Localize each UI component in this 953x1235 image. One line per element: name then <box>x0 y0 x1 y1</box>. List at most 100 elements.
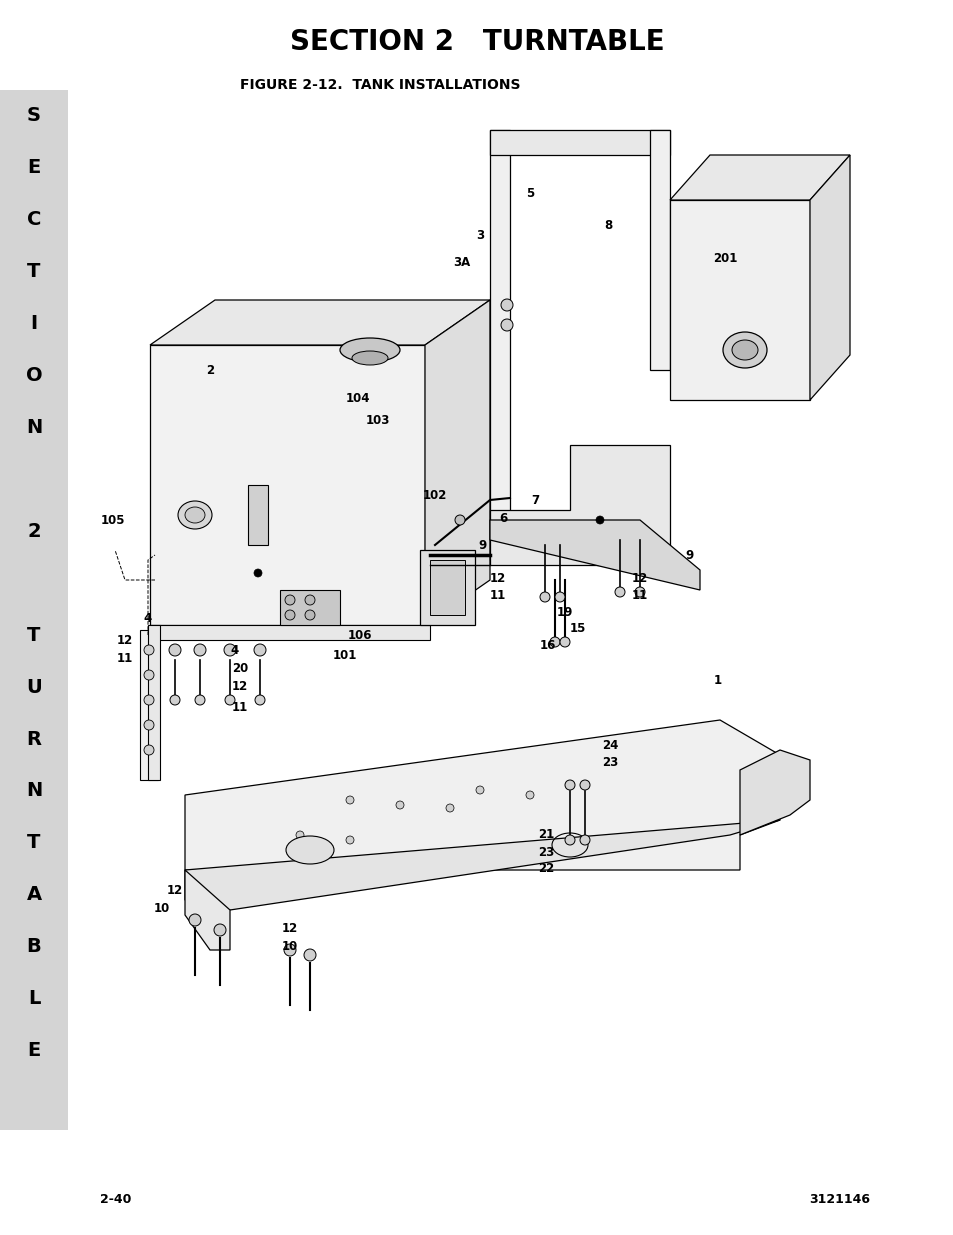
Text: 12: 12 <box>281 921 297 935</box>
Text: E: E <box>28 1041 41 1061</box>
Polygon shape <box>148 625 160 781</box>
Ellipse shape <box>722 332 766 368</box>
Polygon shape <box>490 445 669 564</box>
Text: 9: 9 <box>685 548 694 562</box>
Circle shape <box>555 592 564 601</box>
Text: E: E <box>28 158 41 177</box>
Text: S: S <box>27 105 41 125</box>
Text: 23: 23 <box>537 846 554 858</box>
Text: 10: 10 <box>281 941 297 953</box>
Polygon shape <box>430 559 464 615</box>
Circle shape <box>596 516 603 524</box>
Circle shape <box>559 637 569 647</box>
Text: T: T <box>28 625 41 645</box>
Circle shape <box>144 671 153 680</box>
Text: 12: 12 <box>631 572 647 584</box>
Circle shape <box>500 299 513 311</box>
Polygon shape <box>280 590 339 625</box>
Circle shape <box>446 804 454 811</box>
Polygon shape <box>185 720 780 869</box>
Text: 8: 8 <box>603 219 612 231</box>
Polygon shape <box>490 130 669 156</box>
Text: 2: 2 <box>27 521 41 541</box>
Text: 103: 103 <box>365 414 390 426</box>
Ellipse shape <box>352 351 388 366</box>
Circle shape <box>550 637 559 647</box>
Text: T: T <box>28 262 41 280</box>
Circle shape <box>564 781 575 790</box>
Text: 15: 15 <box>569 621 585 635</box>
Text: T: T <box>28 834 41 852</box>
Text: 11: 11 <box>489 589 506 601</box>
Text: 104: 104 <box>345 391 370 405</box>
Circle shape <box>213 924 226 936</box>
Circle shape <box>525 790 534 799</box>
Text: 20: 20 <box>232 662 248 674</box>
Text: C: C <box>27 210 41 228</box>
Circle shape <box>346 836 354 844</box>
Ellipse shape <box>185 508 205 522</box>
Bar <box>0 90 68 1130</box>
Text: SECTION 2   TURNTABLE: SECTION 2 TURNTABLE <box>290 28 663 56</box>
Circle shape <box>579 835 589 845</box>
Text: 11: 11 <box>631 589 647 601</box>
Polygon shape <box>669 156 849 200</box>
Text: 3121146: 3121146 <box>808 1193 869 1207</box>
Polygon shape <box>185 869 230 950</box>
Circle shape <box>395 802 403 809</box>
Text: U: U <box>26 678 42 697</box>
Text: 21: 21 <box>537 829 554 841</box>
Text: 16: 16 <box>539 638 556 652</box>
Circle shape <box>304 948 315 961</box>
Circle shape <box>295 831 304 839</box>
Text: 23: 23 <box>601 756 618 768</box>
Circle shape <box>635 587 644 597</box>
Polygon shape <box>140 630 158 781</box>
Circle shape <box>346 797 354 804</box>
Text: N: N <box>26 417 42 436</box>
Polygon shape <box>490 130 510 559</box>
Circle shape <box>144 645 153 655</box>
Text: 10: 10 <box>153 902 170 914</box>
Polygon shape <box>809 156 849 400</box>
Circle shape <box>455 515 464 525</box>
Circle shape <box>285 595 294 605</box>
Text: 105: 105 <box>101 514 125 526</box>
Polygon shape <box>248 485 268 545</box>
Circle shape <box>253 643 266 656</box>
Polygon shape <box>740 750 809 835</box>
Polygon shape <box>649 130 669 370</box>
Circle shape <box>194 695 205 705</box>
Circle shape <box>144 745 153 755</box>
Text: 4: 4 <box>231 643 239 657</box>
Text: O: O <box>26 366 42 384</box>
Text: 9: 9 <box>478 538 487 552</box>
Text: 11: 11 <box>232 700 248 714</box>
Circle shape <box>144 720 153 730</box>
Circle shape <box>539 592 550 601</box>
Circle shape <box>285 610 294 620</box>
Text: L: L <box>28 989 40 1009</box>
Polygon shape <box>150 300 490 345</box>
Text: R: R <box>27 730 42 748</box>
Text: 201: 201 <box>712 252 737 264</box>
Ellipse shape <box>286 836 334 864</box>
Ellipse shape <box>731 340 758 359</box>
Text: 6: 6 <box>498 511 507 525</box>
Text: 22: 22 <box>537 862 554 876</box>
Text: 1: 1 <box>713 673 721 687</box>
Circle shape <box>193 643 206 656</box>
Text: N: N <box>26 782 42 800</box>
Circle shape <box>254 695 265 705</box>
Circle shape <box>224 643 235 656</box>
Text: 3: 3 <box>476 228 483 242</box>
Text: 106: 106 <box>348 629 372 641</box>
Polygon shape <box>150 345 424 625</box>
Text: 102: 102 <box>422 489 447 501</box>
Polygon shape <box>669 200 809 400</box>
Circle shape <box>144 695 153 705</box>
Polygon shape <box>419 550 475 625</box>
Text: I: I <box>30 314 37 332</box>
Circle shape <box>500 319 513 331</box>
Text: 12: 12 <box>232 679 248 693</box>
